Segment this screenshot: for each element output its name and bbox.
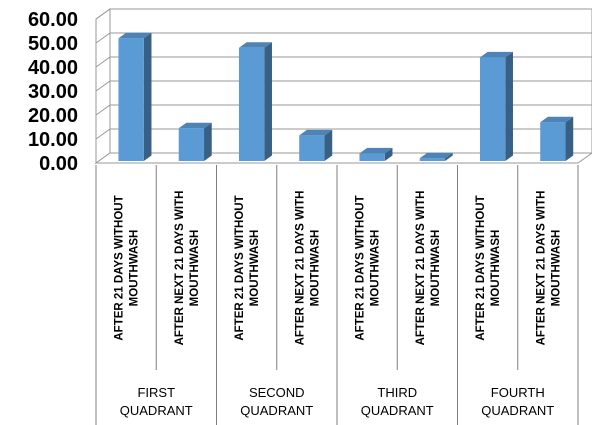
category-label: AFTER NEXT 21 DAYS WITH <box>174 191 186 346</box>
bar-front <box>419 158 446 161</box>
category-label: AFTER 21 DAYS WITHOUT <box>355 195 367 340</box>
y-tick-label: 10.00 <box>28 129 78 151</box>
bar-side <box>565 116 574 161</box>
bar <box>118 32 152 162</box>
bar <box>299 129 333 161</box>
bar-top <box>118 32 152 39</box>
group-label: FOURTH <box>491 385 545 400</box>
bar-top <box>359 147 393 154</box>
category-label: AFTER 21 DAYS WITHOUT <box>234 195 246 340</box>
group-label: QUADRANT <box>240 403 313 418</box>
group-label: FIRST <box>137 385 175 400</box>
gridline <box>95 32 592 44</box>
gridline <box>95 8 592 20</box>
bar-top <box>540 116 574 123</box>
category-label: MOUTHWASH <box>189 230 201 307</box>
category-label: MOUTHWASH <box>249 230 261 307</box>
category-label: AFTER NEXT 21 DAYS WITH <box>415 191 427 346</box>
gridline <box>95 56 592 68</box>
bar-front <box>359 153 385 161</box>
bar-top <box>178 122 212 129</box>
category-label: AFTER NEXT 21 DAYS WITH <box>535 191 547 346</box>
bar-front <box>299 135 325 161</box>
bar-side <box>264 42 272 161</box>
group-label: QUADRANT <box>481 403 554 418</box>
y-tick-label: 50.00 <box>28 33 78 55</box>
bar-front <box>479 57 506 161</box>
y-tick-label: 20.00 <box>28 105 78 127</box>
group-label: QUADRANT <box>361 403 434 418</box>
group-label: THIRD <box>377 385 417 400</box>
bar-front <box>178 128 205 161</box>
bar-top <box>419 152 453 159</box>
bar-side <box>204 122 212 161</box>
bar-top <box>238 42 272 48</box>
category-label: AFTER 21 DAYS WITHOUT <box>475 195 487 340</box>
bar <box>540 116 574 161</box>
category-label: MOUTHWASH <box>370 230 382 307</box>
y-tick-label: 0.00 <box>39 153 78 175</box>
category-label: MOUTHWASH <box>309 230 321 307</box>
group-label: SECOND <box>249 385 305 400</box>
category-label: MOUTHWASH <box>550 230 562 307</box>
category-label: AFTER NEXT 21 DAYS WITH <box>294 191 306 346</box>
floor <box>94 152 592 164</box>
category-label: AFTER 21 DAYS WITHOUT <box>114 195 126 340</box>
bar-side <box>324 129 333 161</box>
bar-front <box>238 47 265 161</box>
bar-side <box>143 32 152 162</box>
bar-top <box>479 51 513 58</box>
category-label: MOUTHWASH <box>129 230 141 307</box>
category-label: MOUTHWASH <box>490 230 502 307</box>
bar <box>238 42 272 161</box>
category-label: MOUTHWASH <box>430 230 442 307</box>
gridline <box>95 128 592 140</box>
bar-side <box>505 51 513 161</box>
bar-top <box>299 129 333 136</box>
bar <box>479 51 513 161</box>
y-tick-label: 30.00 <box>28 81 78 103</box>
bar-side <box>384 147 393 161</box>
y-tick-label: 40.00 <box>28 57 78 79</box>
y-tick-label: 60.00 <box>28 9 78 31</box>
gridline <box>95 80 592 92</box>
bar <box>359 147 393 161</box>
bar-side <box>445 152 453 161</box>
bar-front <box>118 38 144 162</box>
bar-front <box>540 122 566 161</box>
bar <box>419 152 453 161</box>
bar <box>178 122 212 161</box>
gridline <box>95 104 592 116</box>
group-label: QUADRANT <box>120 403 193 418</box>
